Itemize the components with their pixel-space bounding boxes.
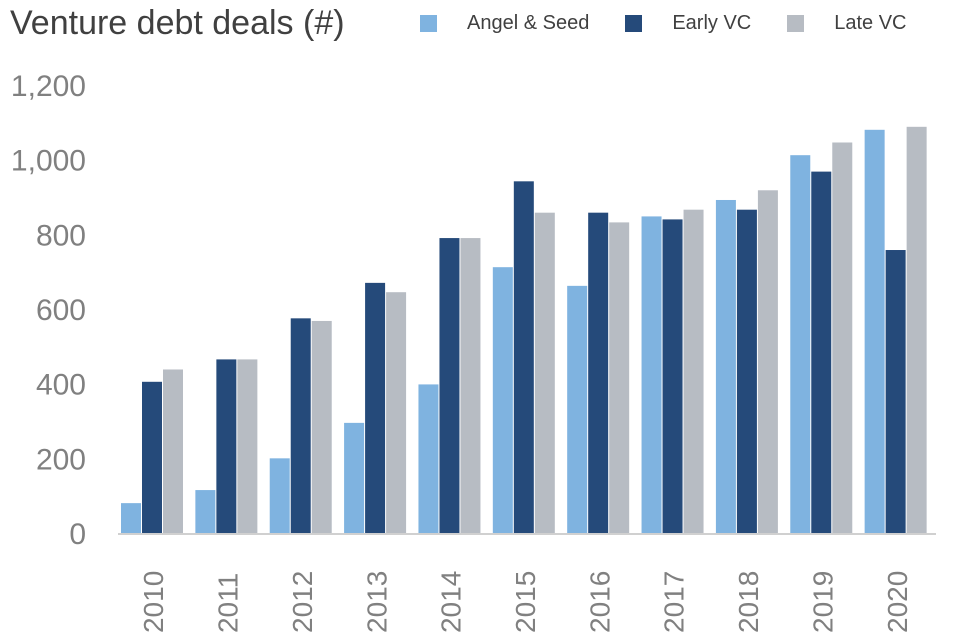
bar-angel-seed-2014 xyxy=(418,384,439,533)
bar-angel-seed-2012 xyxy=(269,458,290,533)
bar-angel-seed-2011 xyxy=(195,490,216,533)
bar-early-vc-2013 xyxy=(365,282,386,533)
bar-early-vc-2015 xyxy=(513,181,534,533)
bar-angel-seed-2019 xyxy=(790,155,811,534)
x-tick-label: 2019 xyxy=(807,571,838,633)
x-tick-label: 2018 xyxy=(733,571,764,633)
bar-angel-seed-2020 xyxy=(864,129,885,534)
bar-early-vc-2017 xyxy=(662,219,683,533)
x-tick-label: 2011 xyxy=(213,573,244,633)
legend-label-late-vc: Late VC xyxy=(834,12,907,34)
bar-early-vc-2014 xyxy=(439,238,460,534)
legend-swatch-late-vc xyxy=(787,15,805,32)
bar-late-vc-2020 xyxy=(906,126,927,534)
bar-late-vc-2013 xyxy=(386,292,407,533)
x-tick-label: 2017 xyxy=(659,571,690,633)
x-tick-label: 2013 xyxy=(361,571,392,633)
x-tick-label: 2012 xyxy=(287,571,318,633)
bar-angel-seed-2015 xyxy=(492,267,513,533)
legend-swatch-angel-seed xyxy=(420,15,437,32)
legend-item-early-vc: Early VC xyxy=(625,12,751,35)
bar-angel-seed-2018 xyxy=(715,199,736,533)
y-tick-label: 800 xyxy=(36,219,86,252)
bar-early-vc-2011 xyxy=(216,359,237,533)
chart-title: Venture debt deals (#) xyxy=(10,4,345,42)
bar-late-vc-2019 xyxy=(832,142,853,533)
legend-swatch-early-vc xyxy=(625,15,643,32)
x-tick-label: 2010 xyxy=(138,571,169,633)
x-tick-label: 2014 xyxy=(436,571,467,633)
legend-item-late-vc: Late VC xyxy=(787,12,907,35)
bar-angel-seed-2016 xyxy=(567,285,588,533)
bar-late-vc-2012 xyxy=(311,320,332,533)
bar-late-vc-2010 xyxy=(163,369,183,533)
bar-angel-seed-2017 xyxy=(641,216,662,533)
x-tick-label: 2020 xyxy=(882,571,913,633)
bar-angel-seed-2013 xyxy=(344,422,365,533)
legend-label-early-vc: Early VC xyxy=(672,12,752,34)
y-tick-label: 600 xyxy=(36,294,86,327)
bar-late-vc-2014 xyxy=(460,238,481,534)
bar-early-vc-2016 xyxy=(588,212,609,533)
y-tick-label: 200 xyxy=(36,443,86,476)
bar-late-vc-2016 xyxy=(609,222,630,534)
x-tick-label: 2016 xyxy=(584,571,615,633)
y-axis-ticks: 0 200 400 600 800 1,000 1,200 xyxy=(11,70,86,551)
bar-early-vc-2018 xyxy=(736,209,757,533)
bar-late-vc-2015 xyxy=(534,212,555,533)
y-tick-label: 400 xyxy=(36,369,86,402)
bar-late-vc-2017 xyxy=(683,209,704,533)
bar-early-vc-2012 xyxy=(290,318,311,533)
bar-late-vc-2011 xyxy=(237,359,258,533)
chart-legend: Angel & Seed Early VC Late VC xyxy=(420,12,943,35)
bar-early-vc-2010 xyxy=(142,381,162,533)
x-axis-ticks: 2010 2011 2012 2013 2014 2015 2016 2017 2018 2019… xyxy=(138,571,913,633)
bar-early-vc-2019 xyxy=(811,171,832,533)
x-tick-label: 2015 xyxy=(510,571,541,633)
y-tick-label: 1,000 xyxy=(11,145,86,178)
bar-angel-seed-2010 xyxy=(121,503,141,533)
bar-early-vc-2020 xyxy=(885,250,906,533)
bars-group xyxy=(121,126,927,534)
legend-label-angel-seed: Angel & Seed xyxy=(467,12,590,34)
legend-item-angel-seed: Angel & Seed xyxy=(420,12,589,35)
y-tick-label: 0 xyxy=(69,518,86,551)
bar-late-vc-2018 xyxy=(757,190,778,533)
y-tick-label: 1,200 xyxy=(11,70,86,103)
